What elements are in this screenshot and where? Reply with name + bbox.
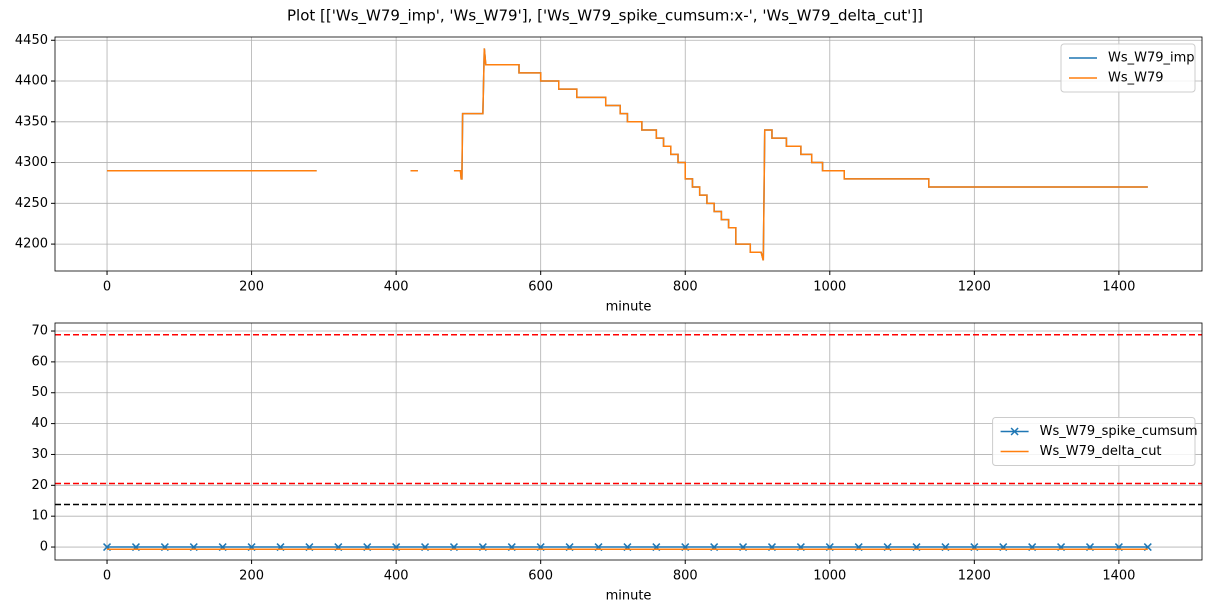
y-tick-label: 4450 [15,33,48,48]
x-tick-label: 400 [384,280,409,295]
y-tick-label: 10 [31,509,48,524]
x-tick-label: 200 [239,280,264,295]
data-line [107,48,1148,261]
x-tick-label: 200 [239,569,264,584]
y-tick-label: 4200 [15,237,48,252]
y-tick-label: 0 [40,540,48,555]
x-tick-label: 400 [384,569,409,584]
x-axis-label: minute [606,300,652,315]
y-tick-label: 4350 [15,114,48,129]
x-tick-label: 1400 [1102,569,1135,584]
x-tick-label: 600 [528,569,553,584]
x-tick-label: 1400 [1102,280,1135,295]
legend-marker [1010,427,1019,436]
legend-label: Ws_W79_spike_cumsum [1040,424,1198,439]
y-tick-label: 70 [31,324,48,339]
x-tick-label: 1000 [813,280,846,295]
x-tick-label: 0 [103,280,111,295]
x-tick-label: 800 [673,280,698,295]
x-tick-label: 1000 [813,569,846,584]
plot-frame [54,36,1203,272]
x-tick-label: 600 [528,280,553,295]
legend-label: Ws_W79 [1108,71,1164,86]
y-tick-label: 20 [31,478,48,493]
legend-label: Ws_W79_imp [1108,51,1195,66]
y-tick-label: 4250 [15,196,48,211]
y-tick-label: 4300 [15,155,48,170]
y-tick-label: 40 [31,416,48,431]
x-tick-label: 1200 [958,280,991,295]
x-tick-label: 1200 [958,569,991,584]
figure-title: Plot [['Ws_W79_imp', 'Ws_W79'], ['Ws_W79… [287,7,923,26]
y-tick-label: 50 [31,385,48,400]
legend-box [992,417,1196,466]
y-tick-label: 4400 [15,74,48,89]
x-tick-label: 0 [103,569,111,584]
x-axis-label: minute [606,589,652,604]
y-tick-label: 30 [31,447,48,462]
y-tick-label: 60 [31,354,48,369]
legend-box [1060,43,1196,93]
legend-label: Ws_W79_delta_cut [1040,444,1162,459]
x-tick-label: 800 [673,569,698,584]
data-line [107,48,1148,261]
plot-frame [54,322,1203,561]
